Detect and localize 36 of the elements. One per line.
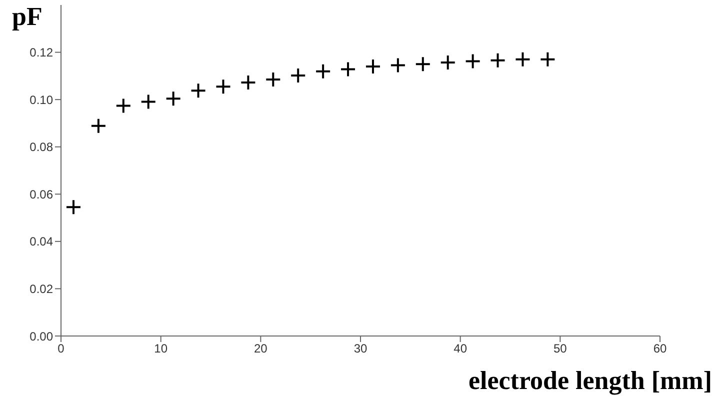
point: [464, 53, 481, 70]
y-tick-label: 0.00: [30, 329, 54, 344]
point: [165, 90, 182, 107]
y-axis-title: pF: [12, 2, 42, 32]
point: [490, 52, 506, 68]
point: [340, 61, 356, 78]
point: [414, 56, 431, 72]
point: [90, 118, 106, 134]
point: [265, 71, 282, 88]
point: [364, 58, 381, 74]
point: [390, 57, 406, 74]
point: [540, 51, 556, 68]
point: [115, 98, 132, 114]
y-tick-label: 0.10: [30, 92, 54, 107]
x-axis-title: electrode length [mm]: [468, 366, 712, 396]
x-tick-label: 10: [154, 342, 168, 356]
point: [315, 63, 332, 80]
point: [140, 94, 156, 110]
y-tick-label: 0.08: [30, 140, 54, 154]
point: [65, 199, 82, 216]
x-tick-label: 40: [454, 342, 468, 356]
x-tick-label: 50: [553, 342, 568, 356]
point: [240, 74, 256, 91]
y-tick-label: 0.12: [30, 46, 54, 60]
x-tick-label: 0: [58, 342, 65, 356]
point: [440, 54, 456, 70]
y-tick-label: 0.02: [30, 282, 54, 296]
point: [290, 67, 306, 84]
point: [514, 51, 531, 68]
point: [215, 78, 232, 95]
x-tick-label: 20: [254, 342, 268, 356]
x-tick-label: 30: [354, 342, 368, 356]
y-tick-label: 0.06: [30, 187, 54, 202]
y-tick-label: 0.04: [30, 234, 54, 249]
x-tick-label: 60: [653, 342, 667, 356]
point: [190, 82, 206, 99]
